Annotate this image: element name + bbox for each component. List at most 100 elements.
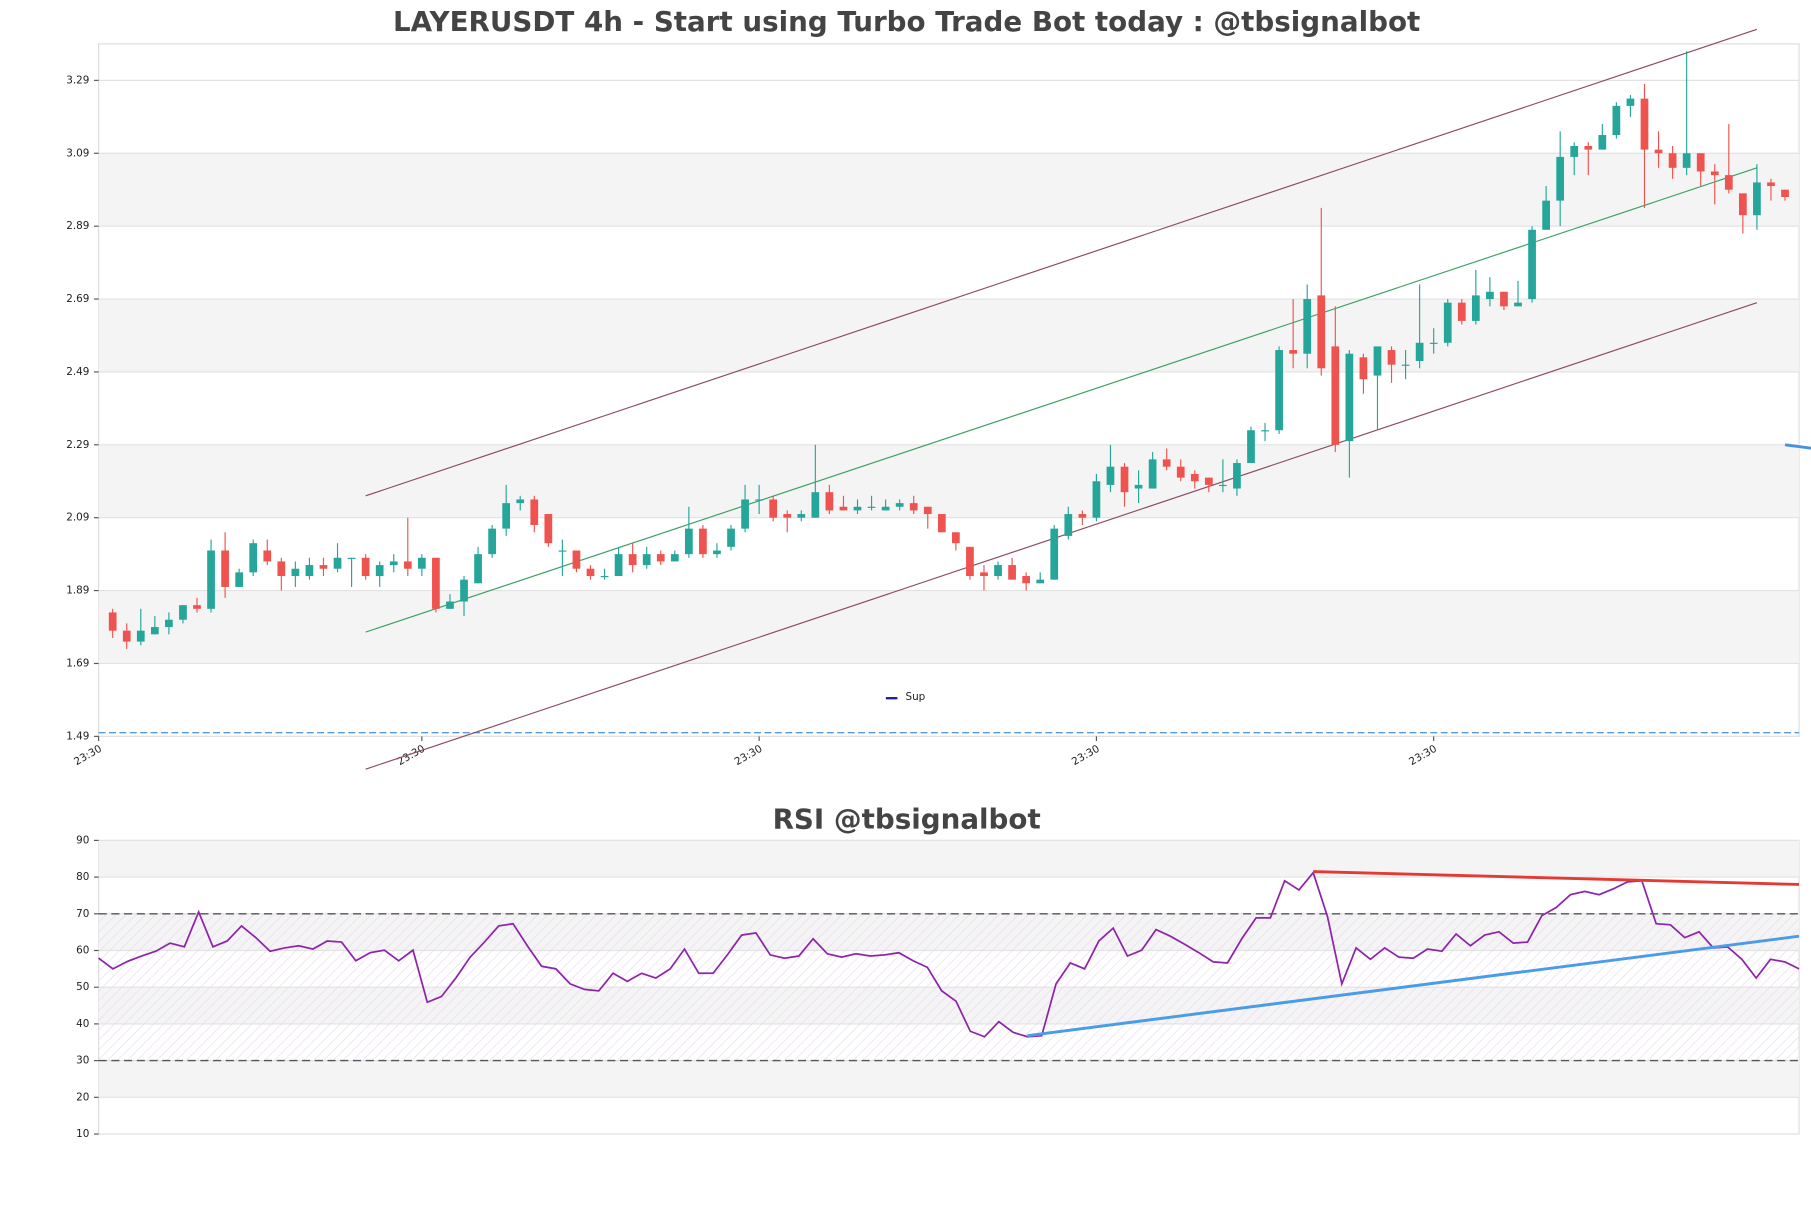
candle-body [1190, 473, 1199, 482]
y-tick-label: 40 [76, 1018, 89, 1030]
candle-body [895, 503, 904, 507]
y-tick-label: 3.29 [66, 74, 89, 86]
candle-body [1373, 346, 1382, 376]
candle-body [1148, 459, 1157, 489]
candle-body [389, 561, 398, 566]
candle-body [347, 557, 356, 559]
candle-body [1696, 153, 1705, 172]
candle-body [1176, 466, 1185, 478]
candle-body [1514, 302, 1522, 307]
x-tick-label: 23:30 [733, 743, 765, 768]
candle-body [1134, 484, 1143, 489]
candle-body [179, 605, 187, 620]
candle-body [1781, 189, 1789, 197]
candle-body [417, 557, 426, 569]
y-tick-label: 1.89 [66, 585, 89, 597]
candle-body [1710, 171, 1719, 176]
band [98, 1060, 1800, 1098]
trend-line [365, 28, 1758, 497]
candle-body [966, 546, 974, 577]
candle-body [432, 557, 440, 609]
y-tick-label: 70 [76, 908, 89, 920]
trend-line [365, 302, 1758, 770]
y-tick-label: 10 [76, 1128, 89, 1140]
candle-body [1598, 135, 1607, 150]
candle-body [628, 554, 637, 566]
candle-body [165, 619, 173, 628]
candle-body [937, 514, 946, 533]
candle-body [150, 627, 159, 635]
y-tick-label: 2.89 [66, 220, 89, 232]
candle-body [403, 561, 412, 569]
candle-body [446, 601, 454, 609]
candle-body [1471, 295, 1480, 321]
candle-body [1429, 342, 1438, 344]
trend-line [365, 167, 1758, 633]
candle-body [1162, 459, 1171, 467]
rsi-line [98, 870, 1800, 1038]
candle-body [1247, 430, 1255, 464]
candle-body [1219, 484, 1227, 487]
candle-body [1317, 295, 1326, 369]
candle-body [544, 514, 553, 544]
candle-body [1612, 105, 1621, 136]
candle-body [881, 506, 890, 511]
candle-body [769, 499, 778, 518]
candle-body [530, 499, 539, 525]
candle-body [642, 554, 651, 566]
candle-body [1233, 463, 1241, 489]
candle-body [1724, 175, 1733, 190]
candle-body [207, 550, 215, 609]
candle-body [1542, 200, 1550, 230]
candle-body [1528, 229, 1536, 300]
candle-body [1204, 477, 1213, 485]
candle-body [361, 557, 370, 577]
candle-body [1570, 145, 1579, 157]
band [98, 153, 1800, 227]
candle-body [797, 514, 806, 518]
candle-body [980, 572, 988, 577]
candle-body [1275, 350, 1283, 431]
candle-body [923, 506, 932, 515]
candle-body [277, 561, 286, 577]
candle-body [193, 605, 201, 609]
candle-body [741, 499, 749, 529]
candle-body [1767, 182, 1775, 187]
y-tick-label: 2.49 [66, 366, 89, 378]
candle-body [1500, 291, 1508, 307]
candle-body [1753, 182, 1761, 216]
x-tick-label: 23:30 [1070, 743, 1102, 768]
candle-body [1022, 576, 1031, 584]
candle-body [1486, 291, 1494, 300]
candle-body [867, 506, 876, 508]
candle-body [305, 565, 314, 577]
y-tick-label: 90 [76, 834, 89, 846]
y-tick-label: 1.49 [66, 730, 89, 742]
candle-body [1303, 299, 1312, 354]
candle-body [1556, 156, 1565, 201]
candle-body [291, 568, 300, 577]
candle-body [614, 554, 623, 577]
y-tick-label: 3.09 [66, 147, 89, 159]
candle-body [755, 499, 763, 501]
candle-body [1008, 565, 1016, 580]
candle-body [221, 550, 229, 587]
candle-body [839, 506, 848, 511]
y-tick-label: 2.09 [66, 512, 89, 524]
candle-body [1457, 302, 1466, 321]
candle-body [1359, 357, 1368, 380]
candle-body [1050, 528, 1059, 580]
candle-body [727, 528, 735, 547]
candle-body [1401, 364, 1410, 366]
candle-body [319, 565, 328, 569]
candle-body [1036, 579, 1045, 584]
trend-line [1313, 870, 1800, 886]
band [98, 840, 1800, 878]
candle-body [1289, 350, 1298, 354]
candle-body [263, 550, 272, 562]
rsi-title: RSI @tbsignalbot [773, 803, 1041, 836]
candle-body [586, 568, 595, 577]
candle-body [488, 528, 496, 555]
candle-body [460, 579, 468, 602]
